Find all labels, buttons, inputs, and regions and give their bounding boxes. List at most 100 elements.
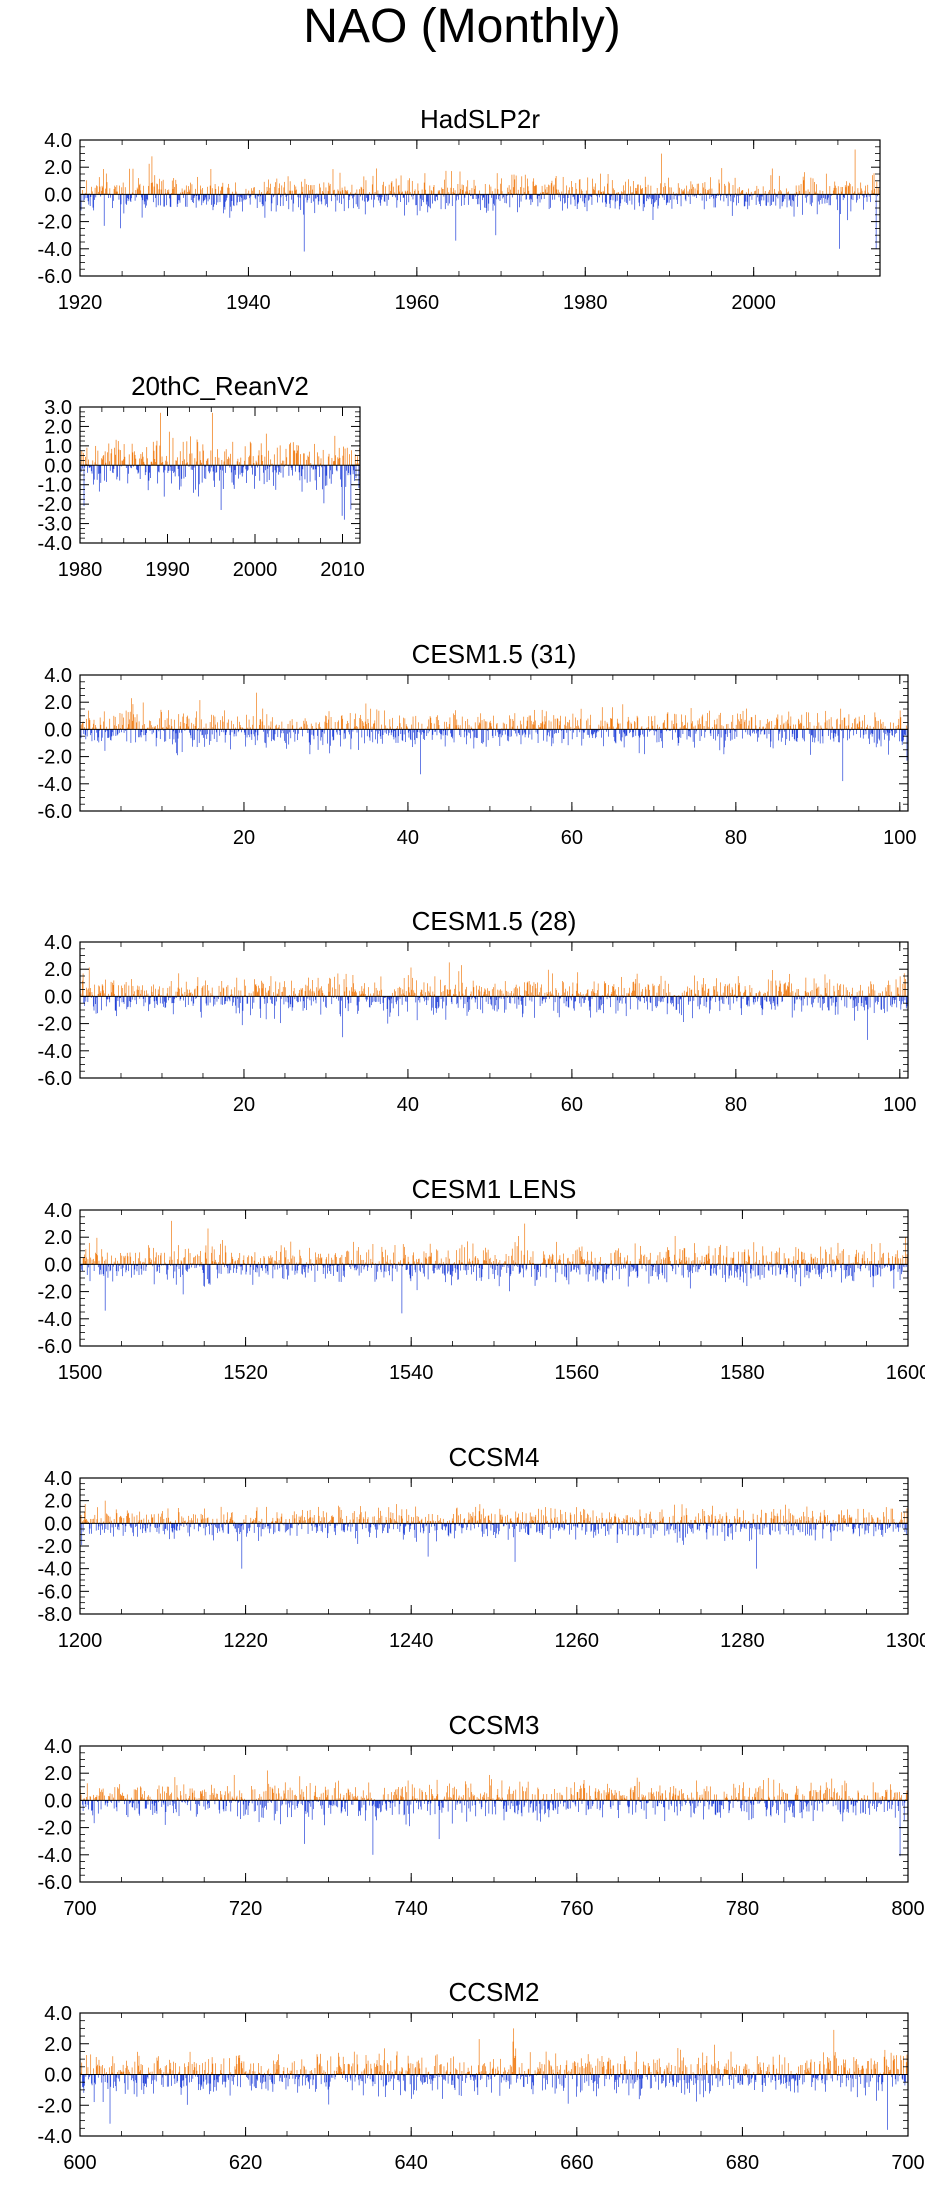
x-tick-label: 60 [561, 827, 583, 849]
nao-bar [382, 996, 384, 1003]
nao-bar [614, 989, 616, 997]
nao-bar [623, 996, 624, 998]
nao-bar [558, 194, 560, 198]
nao-bar [504, 981, 506, 997]
nao-bar [830, 729, 831, 740]
nao-bar [300, 726, 302, 730]
nao-bar [325, 187, 327, 195]
nao-bar [312, 980, 313, 997]
nao-bar [539, 996, 541, 1006]
nao-bar [897, 728, 898, 730]
nao-bar [218, 186, 219, 195]
nao-bar [885, 729, 887, 735]
nao-bar [741, 718, 742, 730]
nao-bar [649, 194, 651, 199]
nao-bar [555, 178, 556, 195]
nao-bar [220, 1264, 222, 1274]
nao-bar [259, 996, 261, 1009]
nao-bar [111, 1255, 112, 1265]
nao-bar [516, 996, 518, 1009]
nao-bar [112, 1264, 114, 1282]
nao-bar [192, 729, 194, 741]
nao-bar [305, 194, 306, 198]
nao-bar [531, 996, 533, 1002]
nao-bar [133, 451, 135, 466]
nao-bar [133, 991, 135, 997]
nao-bar [288, 1264, 290, 1276]
nao-bar [709, 194, 711, 199]
nao-bar [784, 194, 786, 200]
nao-bar [506, 729, 508, 741]
nao-bar [776, 719, 778, 730]
nao-bar [473, 729, 475, 749]
nao-bar [234, 1261, 236, 1265]
nao-bar [573, 996, 574, 1009]
nao-bar [737, 188, 739, 195]
nao-bar [190, 194, 192, 201]
nao-bar [510, 189, 511, 195]
nao-bar [501, 191, 503, 195]
nao-bar [136, 996, 137, 1005]
nao-panel: CESM1.5 (31)-6.0-4.0-2.00.02.04.020 40 60 8… [38, 639, 917, 849]
nao-bar [379, 729, 381, 737]
nao-bar [282, 986, 284, 997]
nao-bar [752, 996, 754, 1003]
nao-bar [690, 181, 692, 195]
nao-bar [453, 713, 454, 730]
nao-bar [632, 729, 634, 733]
nao-bar [394, 729, 396, 738]
nao-bar [615, 996, 617, 1014]
nao-bar [168, 996, 170, 999]
nao-bar [553, 184, 555, 195]
nao-bar [152, 441, 154, 466]
nao-bar [320, 1258, 322, 1265]
nao-bar [407, 727, 408, 730]
nao-bar [169, 1256, 171, 1265]
nao-bar [131, 465, 132, 469]
nao-bar [133, 714, 134, 730]
nao-bar [866, 194, 868, 202]
nao-bar [445, 996, 447, 1020]
nao-bar [747, 729, 749, 735]
nao-bar [180, 721, 182, 730]
nao-bar [449, 194, 450, 204]
nao-bar [657, 194, 659, 209]
nao-bar [821, 727, 822, 730]
nao-bar [143, 461, 145, 466]
nao-bar [270, 1255, 272, 1265]
nao-bar [127, 194, 129, 202]
nao-bar [191, 453, 193, 466]
nao-bar [331, 996, 333, 1005]
nao-bar [289, 720, 291, 730]
nao-bar [870, 981, 872, 997]
nao-bar [453, 188, 455, 195]
nao-bar [90, 465, 91, 467]
nao-bar [285, 448, 287, 466]
nao-bar [554, 194, 556, 200]
nao-bar [399, 191, 400, 195]
nao-bar [715, 194, 717, 199]
nao-bar [422, 729, 424, 739]
nao-bar [455, 194, 457, 241]
nao-bar [226, 194, 228, 198]
nao-bar [423, 182, 425, 195]
nao-bar [705, 721, 707, 730]
nao-bar [293, 450, 295, 466]
nao-bar [254, 187, 255, 195]
nao-bar [284, 729, 286, 743]
nao-bar [581, 994, 583, 997]
nao-bar [331, 194, 332, 202]
nao-bar [84, 192, 86, 195]
nao-bar [741, 190, 743, 195]
nao-bar [396, 1264, 398, 1272]
nao-bar [175, 179, 177, 195]
nao-bar [834, 991, 835, 997]
nao-bar [765, 996, 767, 1002]
nao-bar [685, 992, 687, 997]
nao-bar [238, 729, 240, 731]
nao-bar [233, 996, 235, 999]
nao-bar [335, 1253, 336, 1265]
nao-bar [275, 725, 277, 730]
nao-bar [800, 722, 801, 730]
nao-bar [729, 183, 730, 195]
